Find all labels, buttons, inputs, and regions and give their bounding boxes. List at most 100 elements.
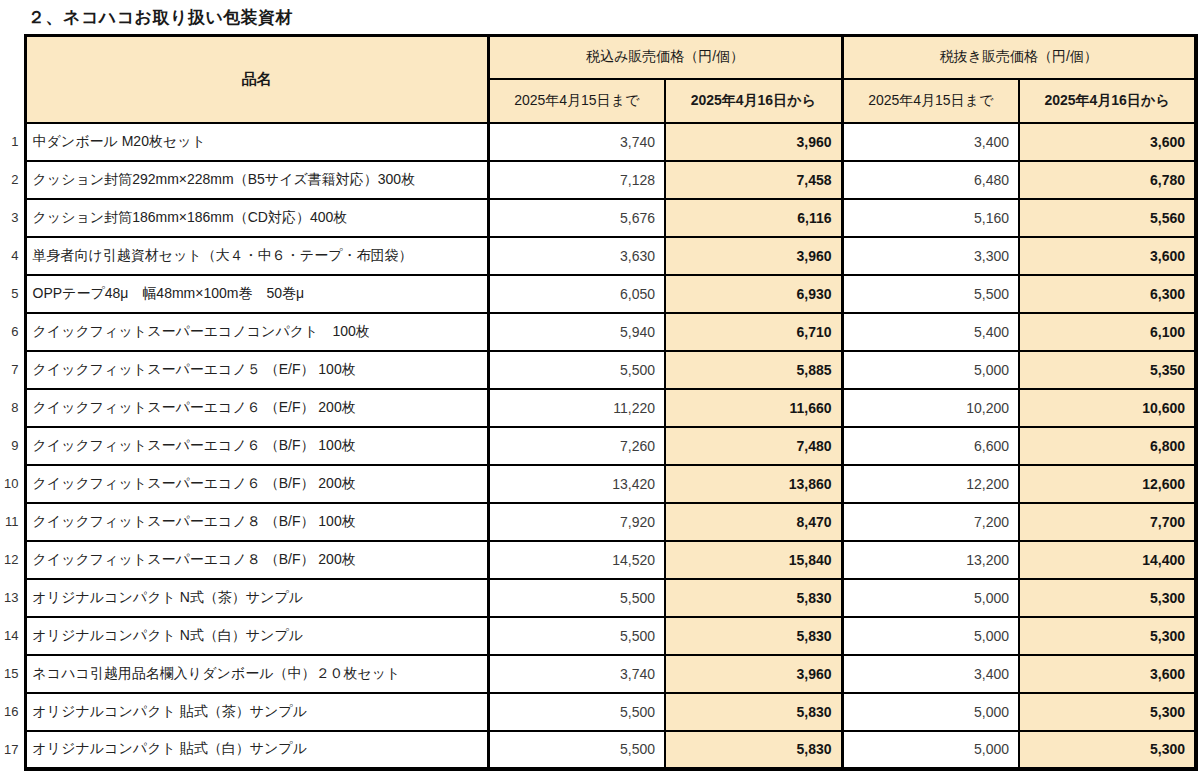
table-row: 13 オリジナルコンパクト N式（茶）サンプル 5,500 5,830 5,00… [0, 579, 1196, 617]
cell-price-excl-from: 7,700 [1019, 503, 1196, 541]
cell-price-excl-from: 10,600 [1019, 389, 1196, 427]
row-number: 2 [0, 161, 25, 199]
cell-price-excl-from: 14,400 [1019, 541, 1196, 579]
cell-price-incl-from: 15,840 [665, 541, 842, 579]
column-header-incl-until-date: 2025年4月15日まで [488, 79, 665, 123]
table-row: 15 ネコハコ引越用品名欄入りダンボール（中）２０枚セット 3,740 3,96… [0, 655, 1196, 693]
cell-price-incl-until: 3,740 [488, 655, 665, 693]
cell-price-excl-from: 6,100 [1019, 313, 1196, 351]
cell-product-name: クイックフィットスーパーエコノ６ （B/F） 100枚 [25, 427, 488, 465]
column-header-excl-until-date: 2025年4月15日まで [842, 79, 1019, 123]
price-table: 品名 税込み販売価格（円/個） 税抜き販売価格（円/個） 2025年4月15日ま… [0, 34, 1198, 771]
page-title: ２、ネコハコお取り扱い包装資材 [28, 6, 1200, 29]
cell-product-name: 単身者向け引越資材セット（大４・中６・テープ・布団袋） [25, 237, 488, 275]
cell-price-incl-from: 7,458 [665, 161, 842, 199]
cell-price-incl-from: 5,885 [665, 351, 842, 389]
row-number-gutter [0, 36, 25, 123]
row-number: 17 [0, 731, 25, 769]
cell-price-incl-from: 3,960 [665, 123, 842, 161]
cell-price-incl-until: 5,500 [488, 617, 665, 655]
cell-price-incl-from: 5,830 [665, 617, 842, 655]
cell-price-excl-from: 12,600 [1019, 465, 1196, 503]
cell-product-name: オリジナルコンパクト 貼式（茶）サンプル [25, 693, 488, 731]
cell-price-excl-from: 3,600 [1019, 655, 1196, 693]
cell-price-excl-from: 6,300 [1019, 275, 1196, 313]
cell-product-name: 中ダンボール M20枚セット [25, 123, 488, 161]
cell-price-excl-until: 5,400 [842, 313, 1019, 351]
cell-price-excl-until: 5,160 [842, 199, 1019, 237]
table-row: 9 クイックフィットスーパーエコノ６ （B/F） 100枚 7,260 7,48… [0, 427, 1196, 465]
cell-price-excl-from: 5,350 [1019, 351, 1196, 389]
row-number: 1 [0, 123, 25, 161]
column-group-tax-included-price: 税込み販売価格（円/個） [488, 36, 842, 79]
table-row: 1 中ダンボール M20枚セット 3,740 3,960 3,400 3,600 [0, 123, 1196, 161]
cell-price-excl-from: 5,300 [1019, 731, 1196, 769]
row-number: 8 [0, 389, 25, 427]
table-row: 3 クッション封筒186mm×186mm（CD対応）400枚 5,676 6,1… [0, 199, 1196, 237]
cell-price-incl-until: 5,500 [488, 693, 665, 731]
table-header: 品名 税込み販売価格（円/個） 税抜き販売価格（円/個） 2025年4月15日ま… [0, 36, 1196, 123]
cell-price-incl-from: 6,116 [665, 199, 842, 237]
cell-price-excl-until: 6,600 [842, 427, 1019, 465]
row-number: 11 [0, 503, 25, 541]
table-row: 12 クイックフィットスーパーエコノ８ （B/F） 200枚 14,520 15… [0, 541, 1196, 579]
cell-product-name: オリジナルコンパクト N式（白）サンプル [25, 617, 488, 655]
cell-price-incl-until: 5,500 [488, 579, 665, 617]
cell-product-name: クイックフィットスーパーエコノ６ （E/F） 200枚 [25, 389, 488, 427]
cell-price-incl-from: 3,960 [665, 237, 842, 275]
table-row: 5 OPPテープ48μ 幅48mm×100m巻 50巻μ 6,050 6,930… [0, 275, 1196, 313]
row-number: 16 [0, 693, 25, 731]
cell-price-incl-from: 5,830 [665, 731, 842, 769]
cell-price-excl-from: 5,300 [1019, 617, 1196, 655]
cell-price-excl-until: 7,200 [842, 503, 1019, 541]
cell-price-incl-until: 5,500 [488, 351, 665, 389]
cell-price-excl-from: 3,600 [1019, 237, 1196, 275]
cell-product-name: クイックフィットスーパーエコノ５ （E/F） 100枚 [25, 351, 488, 389]
cell-price-incl-until: 3,630 [488, 237, 665, 275]
row-number: 14 [0, 617, 25, 655]
cell-product-name: クッション封筒186mm×186mm（CD対応）400枚 [25, 199, 488, 237]
cell-price-incl-from: 5,830 [665, 693, 842, 731]
cell-price-excl-until: 13,200 [842, 541, 1019, 579]
cell-price-excl-from: 5,300 [1019, 579, 1196, 617]
cell-product-name: クイックフィットスーパーエコノ８ （B/F） 100枚 [25, 503, 488, 541]
table-row: 17 オリジナルコンパクト 貼式（白）サンプル 5,500 5,830 5,00… [0, 731, 1196, 769]
cell-price-excl-from: 3,600 [1019, 123, 1196, 161]
row-number: 15 [0, 655, 25, 693]
cell-price-incl-until: 5,676 [488, 199, 665, 237]
table-row: 4 単身者向け引越資材セット（大４・中６・テープ・布団袋） 3,630 3,96… [0, 237, 1196, 275]
cell-product-name: クイックフィットスーパーエコノ６ （B/F） 200枚 [25, 465, 488, 503]
cell-price-excl-until: 12,200 [842, 465, 1019, 503]
cell-product-name: ネコハコ引越用品名欄入りダンボール（中）２０枚セット [25, 655, 488, 693]
cell-price-excl-until: 3,400 [842, 123, 1019, 161]
cell-price-excl-until: 5,000 [842, 731, 1019, 769]
cell-price-incl-from: 13,860 [665, 465, 842, 503]
cell-price-excl-until: 5,000 [842, 617, 1019, 655]
cell-product-name: オリジナルコンパクト 貼式（白）サンプル [25, 731, 488, 769]
table-row: 8 クイックフィットスーパーエコノ６ （E/F） 200枚 11,220 11,… [0, 389, 1196, 427]
row-number: 9 [0, 427, 25, 465]
cell-price-incl-from: 3,960 [665, 655, 842, 693]
cell-price-incl-until: 6,050 [488, 275, 665, 313]
cell-price-incl-until: 7,920 [488, 503, 665, 541]
row-number: 13 [0, 579, 25, 617]
table-row: 10 クイックフィットスーパーエコノ６ （B/F） 200枚 13,420 13… [0, 465, 1196, 503]
row-number: 7 [0, 351, 25, 389]
cell-price-excl-until: 3,400 [842, 655, 1019, 693]
column-header-excl-from-date: 2025年4月16日から [1019, 79, 1196, 123]
cell-price-excl-from: 6,780 [1019, 161, 1196, 199]
header-row-groups: 品名 税込み販売価格（円/個） 税抜き販売価格（円/個） [0, 36, 1196, 79]
cell-price-excl-from: 5,560 [1019, 199, 1196, 237]
cell-price-incl-until: 5,940 [488, 313, 665, 351]
cell-price-excl-until: 6,480 [842, 161, 1019, 199]
cell-price-incl-from: 8,470 [665, 503, 842, 541]
cell-product-name: クイックフィットスーパーエコノコンパクト 100枚 [25, 313, 488, 351]
cell-product-name: クッション封筒292mm×228mm（B5サイズ書籍対応）300枚 [25, 161, 488, 199]
cell-price-incl-until: 7,128 [488, 161, 665, 199]
column-header-incl-from-date: 2025年4月16日から [665, 79, 842, 123]
cell-price-excl-until: 5,000 [842, 351, 1019, 389]
row-number: 3 [0, 199, 25, 237]
cell-price-excl-until: 3,300 [842, 237, 1019, 275]
column-group-tax-excluded-price: 税抜き販売価格（円/個） [842, 36, 1196, 79]
cell-product-name: クイックフィットスーパーエコノ８ （B/F） 200枚 [25, 541, 488, 579]
